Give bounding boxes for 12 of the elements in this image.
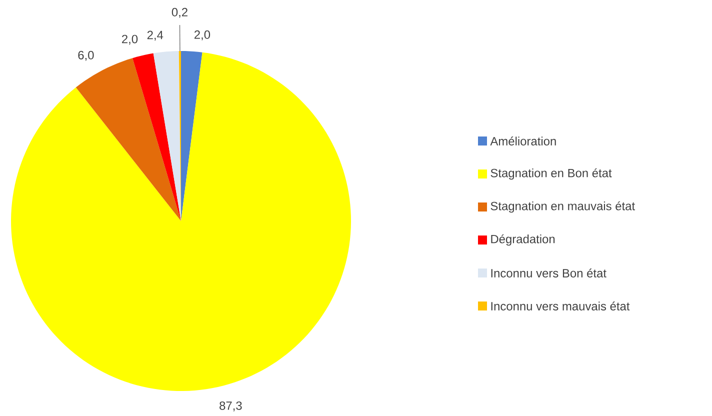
legend-label: Stagnation en mauvais état	[490, 201, 635, 213]
data-label: 2,0	[122, 34, 138, 45]
legend-label: Stagnation en Bon état	[490, 168, 612, 180]
legend-label: Dégradation	[491, 234, 555, 246]
data-label: 2,4	[147, 30, 164, 41]
legend-label: Amélioration	[490, 136, 556, 146]
data-label: 6,0	[78, 50, 94, 61]
data-label: 87,3	[220, 401, 242, 412]
legend-label: Inconnu vers mauvais état	[491, 302, 630, 310]
legend-label: Inconnu vers Bon état	[491, 268, 606, 278]
data-label: 0,2	[172, 8, 188, 18]
data-label: 2,0	[194, 30, 210, 40]
